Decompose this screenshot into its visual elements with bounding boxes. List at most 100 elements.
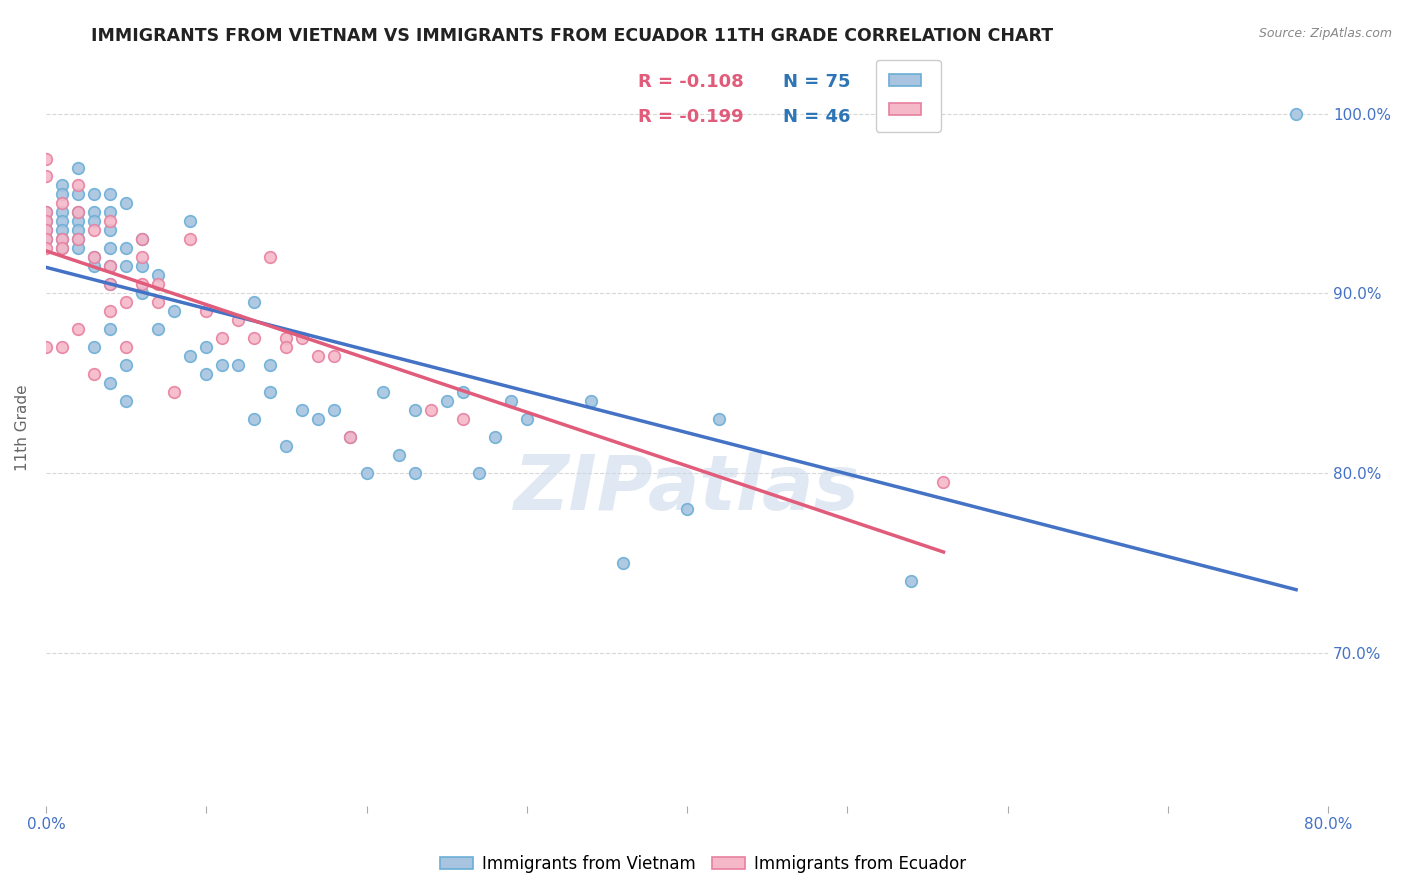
Point: [35, 214, 58, 228]
Point: [66, 322, 89, 336]
Point: [98, 260, 121, 274]
Point: [35, 232, 58, 246]
Point: [419, 403, 441, 417]
Point: [115, 295, 138, 310]
Point: [83, 251, 105, 265]
Point: [131, 251, 153, 265]
Point: [131, 232, 153, 246]
Point: [339, 430, 361, 444]
Point: [35, 169, 58, 184]
Point: [179, 349, 201, 363]
Point: [323, 403, 346, 417]
Point: [243, 412, 266, 426]
Point: [259, 385, 281, 400]
Point: [66, 232, 89, 246]
Point: [35, 214, 58, 228]
Point: [276, 439, 298, 453]
Point: [195, 304, 218, 318]
Point: [66, 205, 89, 219]
Point: [51, 232, 73, 246]
Point: [98, 376, 121, 391]
Point: [66, 223, 89, 237]
Point: [35, 223, 58, 237]
Point: [451, 412, 474, 426]
Legend: , : ,: [876, 60, 941, 132]
Point: [356, 466, 378, 480]
Point: [51, 205, 73, 219]
Point: [932, 475, 955, 489]
Point: [66, 187, 89, 202]
Point: [51, 241, 73, 255]
Point: [323, 349, 346, 363]
Point: [276, 331, 298, 345]
Point: [83, 260, 105, 274]
Point: [131, 232, 153, 246]
Point: [115, 260, 138, 274]
Point: [243, 331, 266, 345]
Point: [115, 241, 138, 255]
Point: [115, 340, 138, 354]
Point: [51, 178, 73, 193]
Point: [259, 251, 281, 265]
Point: [98, 260, 121, 274]
Point: [179, 214, 201, 228]
Point: [516, 412, 538, 426]
Point: [371, 385, 394, 400]
Point: [115, 394, 138, 409]
Point: [467, 466, 489, 480]
Point: [51, 214, 73, 228]
Point: [676, 502, 699, 516]
Point: [307, 349, 329, 363]
Point: [243, 295, 266, 310]
Point: [579, 394, 602, 409]
Point: [707, 412, 730, 426]
Point: [146, 295, 169, 310]
Point: [98, 277, 121, 292]
Point: [163, 304, 186, 318]
Text: N = 75: N = 75: [783, 73, 851, 91]
Point: [35, 152, 58, 166]
Point: [436, 394, 458, 409]
Point: [387, 448, 409, 462]
Point: [98, 277, 121, 292]
Point: [35, 205, 58, 219]
Point: [51, 196, 73, 211]
Point: [146, 268, 169, 283]
Point: [115, 358, 138, 372]
Point: [35, 223, 58, 237]
Point: [35, 232, 58, 246]
Text: ZIPatlas: ZIPatlas: [515, 451, 860, 525]
Point: [83, 340, 105, 354]
Point: [83, 187, 105, 202]
Point: [146, 277, 169, 292]
Point: [900, 574, 922, 588]
Point: [51, 340, 73, 354]
Point: [115, 196, 138, 211]
Point: [51, 232, 73, 246]
Text: R = -0.108: R = -0.108: [638, 73, 744, 91]
Point: [66, 232, 89, 246]
Point: [195, 368, 218, 382]
Point: [131, 260, 153, 274]
Point: [66, 241, 89, 255]
Point: [98, 322, 121, 336]
Point: [51, 241, 73, 255]
Point: [163, 385, 186, 400]
Point: [404, 403, 426, 417]
Point: [98, 187, 121, 202]
Point: [612, 556, 634, 570]
Point: [259, 358, 281, 372]
Point: [179, 232, 201, 246]
Point: [83, 251, 105, 265]
Point: [98, 304, 121, 318]
Point: [131, 277, 153, 292]
Legend: Immigrants from Vietnam, Immigrants from Ecuador: Immigrants from Vietnam, Immigrants from…: [433, 848, 973, 880]
Point: [226, 313, 249, 327]
Point: [35, 340, 58, 354]
Point: [276, 340, 298, 354]
Point: [484, 430, 506, 444]
Point: [98, 205, 121, 219]
Text: IMMIGRANTS FROM VIETNAM VS IMMIGRANTS FROM ECUADOR 11TH GRADE CORRELATION CHART: IMMIGRANTS FROM VIETNAM VS IMMIGRANTS FR…: [91, 27, 1053, 45]
Point: [66, 214, 89, 228]
Point: [211, 358, 233, 372]
